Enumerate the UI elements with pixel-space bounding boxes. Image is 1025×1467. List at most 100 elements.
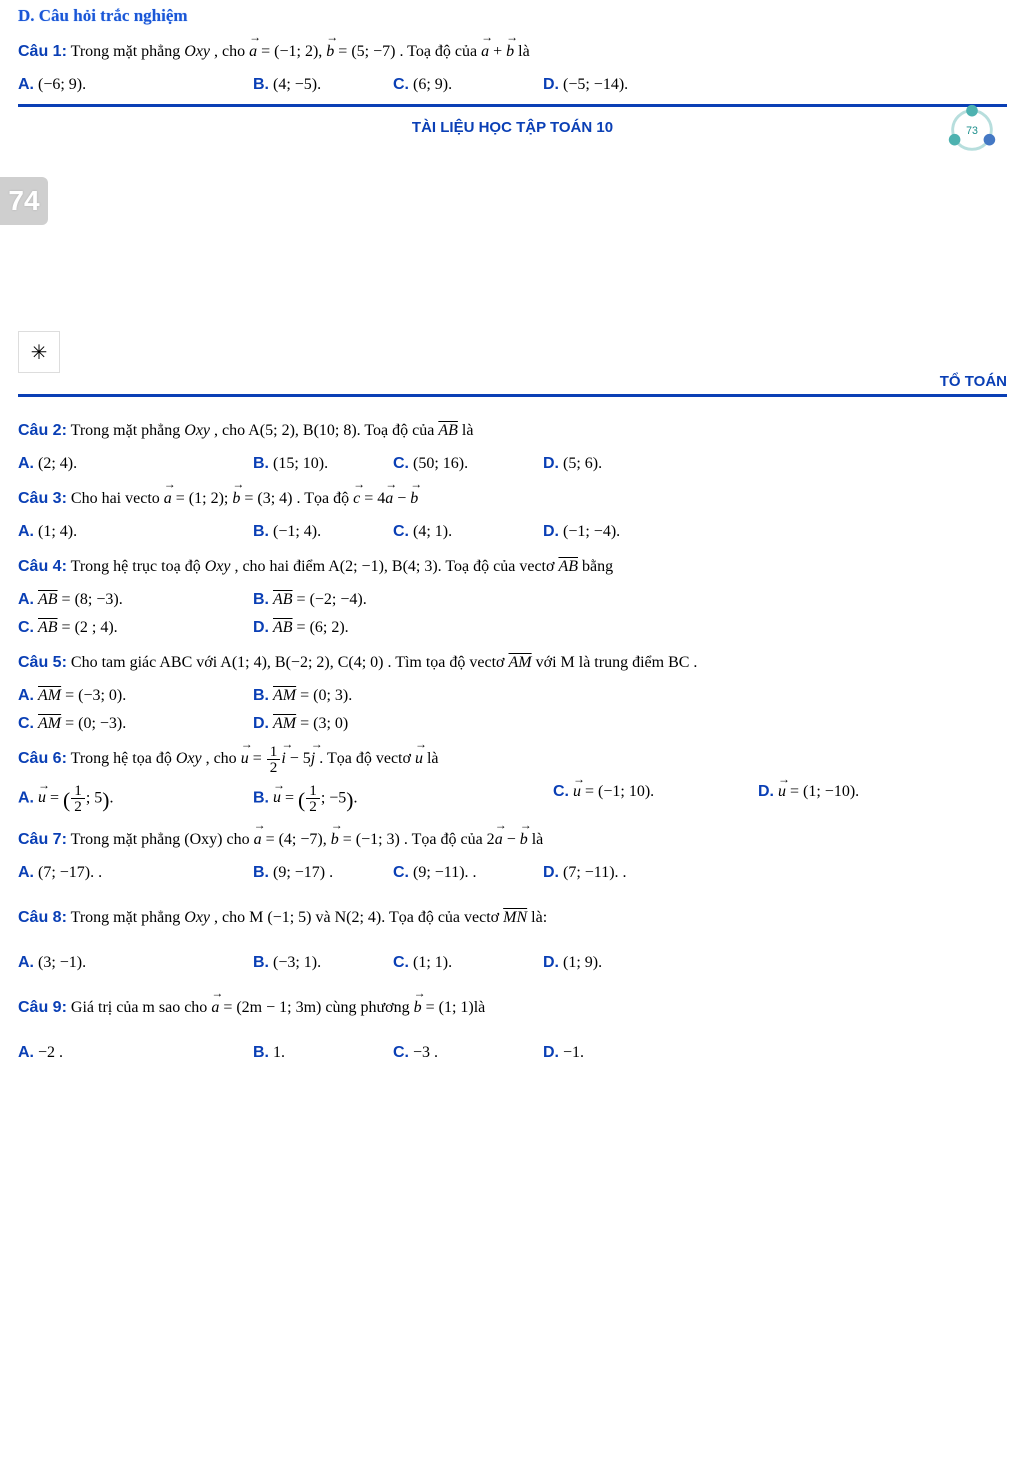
opt-text: −2 . — [38, 1044, 63, 1061]
vec-ab: AB — [273, 619, 293, 636]
frac-den: 2 — [306, 799, 320, 814]
q4-oxy: Oxy — [205, 558, 231, 575]
opt-text: = (8; −3). — [58, 591, 123, 608]
vector-b2: b — [410, 483, 418, 515]
vector-u: u — [573, 783, 581, 801]
q7-opt-a: A. (7; −17). . — [18, 864, 253, 882]
opt-text: = (6; 2). — [293, 619, 349, 636]
q8-opt-c: C. (1; 1). — [393, 954, 543, 972]
dot: . — [354, 789, 358, 806]
doc-header-bar: TÀI LIỆU HỌC TẬP TOÁN 10 73 74 — [18, 111, 1007, 163]
frac-den: 2 — [267, 760, 281, 775]
q9-opt-a: A. −2 . — [18, 1044, 253, 1062]
q3-ar: = (1; 2); — [172, 490, 233, 507]
opt-text: = (0; 3). — [296, 687, 352, 704]
q2-opt-b: B. (15; 10). — [253, 455, 393, 473]
opt-letter: D. — [253, 619, 269, 636]
q7-minus: − — [503, 831, 520, 848]
q6-opt-c: C. u = (−1; 10). — [553, 783, 758, 814]
q2-options: A. (2; 4). B. (15; 10). C. (50; 16). D. … — [18, 455, 1007, 473]
opt-letter: C. — [393, 864, 409, 881]
q6-opt-a: A. u = (12; 5). — [18, 783, 253, 814]
opt-text: (7; −11). . — [563, 864, 627, 881]
opt-letter: C. — [393, 76, 409, 93]
opt-text: = (−3; 0). — [61, 687, 126, 704]
ring-badge-icon: 73 — [943, 101, 1001, 159]
vector-a-sum: a — [481, 36, 489, 68]
question-5: Câu 5: Cho tam giác ABC với A(1; 4), B(−… — [18, 647, 1007, 679]
question-3: Câu 3: Cho hai vecto a = (1; 2); b = (3;… — [18, 483, 1007, 515]
opt-text: 1. — [273, 1044, 285, 1061]
page-gap — [18, 163, 1007, 323]
q1-tail: là — [514, 43, 530, 60]
vector-u: u — [778, 783, 786, 801]
opt-letter: B. — [253, 455, 269, 472]
rest: ; 5 — [86, 789, 102, 806]
fraction: 12 — [267, 744, 281, 775]
opt-letter: D. — [543, 954, 559, 971]
frac-num: 1 — [306, 783, 320, 799]
q4-mid: , cho hai điểm A(2; −1), B(4; 3). Toạ độ… — [230, 558, 558, 575]
q7-tail: là — [528, 831, 544, 848]
opt-text: = (0; −3). — [61, 715, 126, 732]
vector-a2: a — [495, 824, 503, 856]
divider — [18, 104, 1007, 107]
vector-j: j — [311, 743, 315, 775]
opt-text: (3; −1). — [38, 954, 86, 971]
q3-opt-b: B. (−1; 4). — [253, 523, 393, 541]
opt-letter: A. — [18, 455, 34, 472]
opt-letter: A. — [18, 523, 34, 540]
question-label: Câu 4: — [18, 558, 67, 575]
vector-a: a — [249, 36, 257, 68]
opt-letter: D. — [543, 76, 559, 93]
q7-br: = (−1; 3) — [339, 831, 400, 848]
vec-am: AM — [273, 687, 296, 704]
q6-opt-b: B. u = (12; −5). — [253, 783, 553, 814]
q5-opt-a: A. AM = (−3; 0). — [18, 687, 253, 705]
opt-text: (6; 9). — [413, 76, 452, 93]
q3-options: A. (1; 4). B. (−1; 4). C. (4; 1). D. (−1… — [18, 523, 1007, 541]
q1-b-rhs: = (5; −7) — [334, 43, 395, 60]
question-8: Câu 8: Trong mặt phẳng Oxy , cho M (−1; … — [18, 902, 1007, 934]
opt-letter: D. — [253, 715, 269, 732]
dot: . — [109, 789, 113, 806]
opt-text: (1; 9). — [563, 954, 602, 971]
q1-a-rhs: = (−1; 2) — [257, 43, 318, 60]
opt-letter: D. — [758, 783, 774, 800]
opt-text: (9; −17) . — [273, 864, 333, 881]
opt-letter: C. — [18, 715, 34, 732]
q8-mid: , cho M (−1; 5) và N(2; 4). Tọa độ của v… — [210, 909, 503, 926]
q9-ar: = (2m − 1; 3m) — [219, 999, 325, 1016]
rest: ; −5 — [321, 789, 346, 806]
q3-opt-d: D. (−1; −4). — [543, 523, 620, 541]
q5-pre: Cho tam giác ABC với A(1; 4), B(−2; 2), … — [71, 654, 509, 671]
q6-opt-d: D. u = (1; −10). — [758, 783, 859, 814]
q2-tail: là — [458, 422, 474, 439]
question-1: Câu 1: Trong mặt phẳng Oxy , cho a = (−1… — [18, 36, 1007, 68]
q9-options: A. −2 . B. 1. C. −3 . D. −1. — [18, 1044, 1007, 1062]
page-number-badge: 74 — [0, 177, 48, 225]
q9-tail: là — [474, 999, 486, 1016]
question-label: Câu 5: — [18, 654, 67, 671]
fraction: 12 — [306, 783, 320, 814]
q2-pre: Trong mặt phẳng — [71, 422, 185, 439]
q1-opt-d: D. (−5; −14). — [543, 76, 628, 94]
opt-letter: C. — [393, 954, 409, 971]
opt-letter: C. — [393, 1044, 409, 1061]
ring-badge-text: 73 — [966, 125, 978, 137]
q8-tail: là: — [527, 909, 547, 926]
q5-mid: với M là trung điểm BC . — [532, 654, 698, 671]
vector-b: b — [331, 824, 339, 856]
q6-mid3: . Tọa độ vectơ — [315, 750, 415, 767]
logo-icon: ✳ — [18, 331, 60, 373]
q3-eq: = 4 — [360, 490, 385, 507]
fraction: 12 — [71, 783, 85, 814]
question-4: Câu 4: Trong hệ trục toạ độ Oxy , cho ha… — [18, 551, 1007, 583]
q2-opt-a: A. (2; 4). — [18, 455, 253, 473]
opt-text: (5; 6). — [563, 455, 602, 472]
q1-options: A. (−6; 9). B. (4; −5). C. (6; 9). D. (−… — [18, 76, 1007, 94]
q4-tail: bằng — [578, 558, 613, 575]
q1-sep: , — [318, 43, 326, 60]
rparen-icon: ) — [346, 788, 353, 812]
vector-b-sum: b — [506, 36, 514, 68]
